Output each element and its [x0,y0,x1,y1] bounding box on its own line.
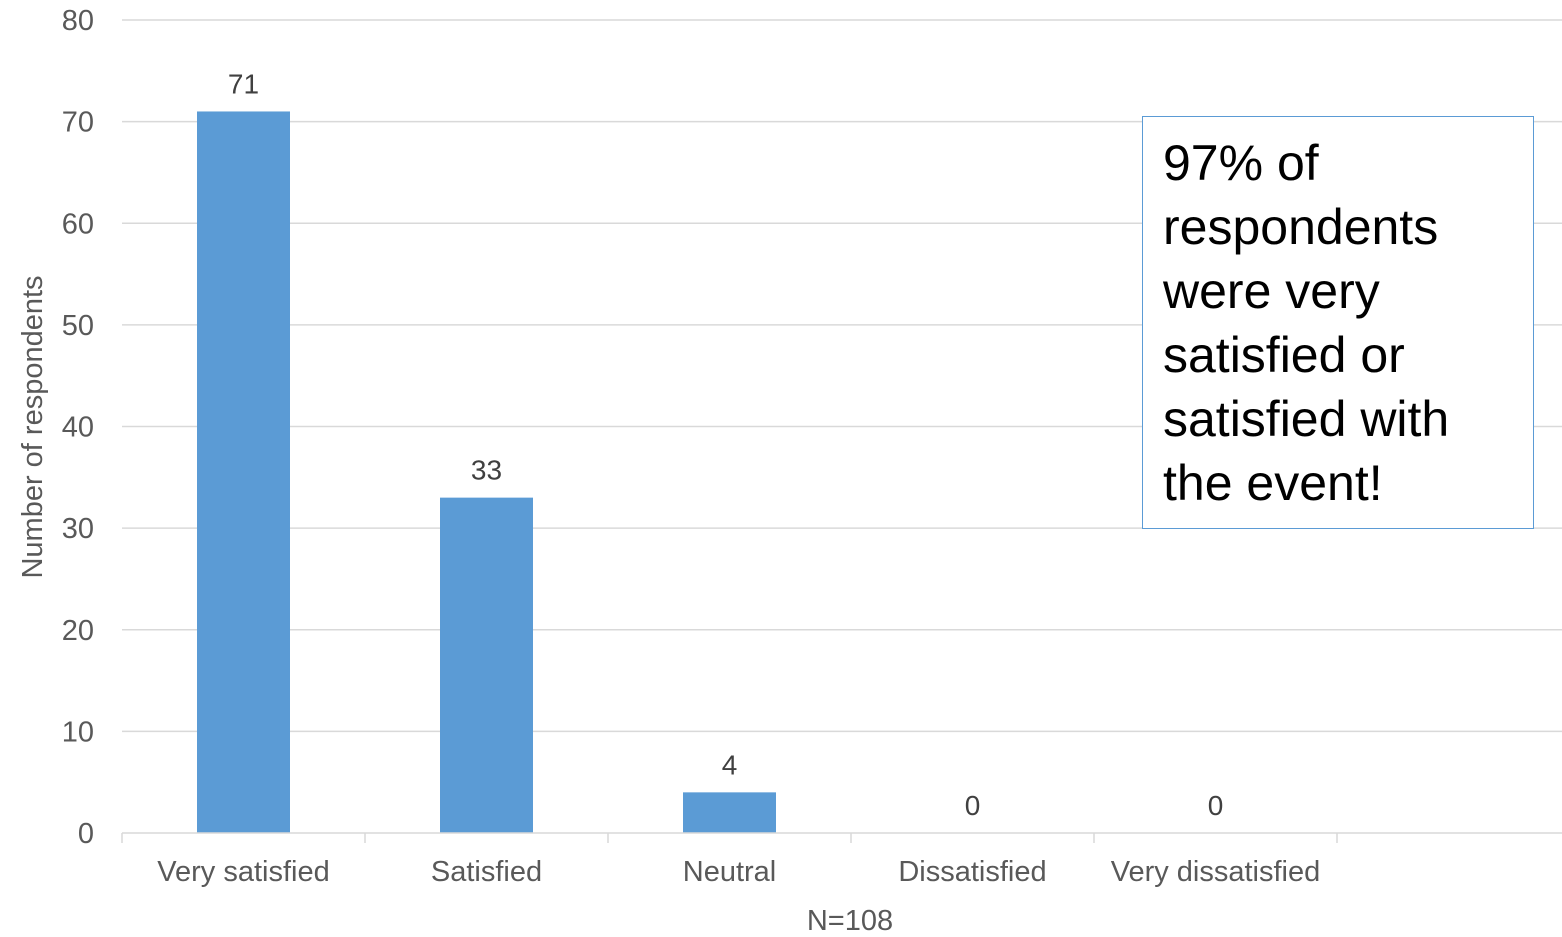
y-tick-label: 40 [62,412,94,444]
y-axis-ticks: 0 10 20 30 40 50 60 70 80 [62,5,94,850]
x-tick-label: Very dissatisfied [1111,856,1321,888]
y-tick-label: 10 [62,716,94,748]
data-labels: 71 33 4 0 0 [228,68,1223,821]
bar [683,792,776,833]
y-tick-label: 50 [62,310,94,342]
bar [197,111,290,833]
data-label: 0 [965,790,981,821]
callout-annotation: 97% of respondents were very satisfied o… [1142,116,1534,529]
y-tick-label: 20 [62,615,94,647]
data-label: 71 [228,68,259,99]
data-label: 0 [1208,790,1224,821]
y-tick-label: 60 [62,208,94,240]
x-axis: Very satisfied Satisfied Neutral Dissatisfi… [121,832,1562,888]
x-axis-title: N=108 [807,905,893,937]
bars [197,111,776,833]
gridlines [122,19,1562,733]
y-tick-label: 30 [62,513,94,545]
data-label: 33 [471,455,502,486]
bar [440,497,533,833]
x-tick-label: Dissatisfied [898,856,1046,888]
data-label: 4 [722,749,738,780]
y-tick-label: 70 [62,107,94,139]
y-axis-title: Number of respondents [17,275,49,578]
x-tick-label: Very satisfied [157,856,329,888]
y-tick-label: 80 [62,5,94,37]
x-tick-label: Satisfied [431,856,542,888]
x-tick-label: Neutral [683,856,777,888]
callout-text: 97% of respondents were very satisfied o… [1163,135,1450,511]
y-tick-label: 0 [78,818,94,850]
